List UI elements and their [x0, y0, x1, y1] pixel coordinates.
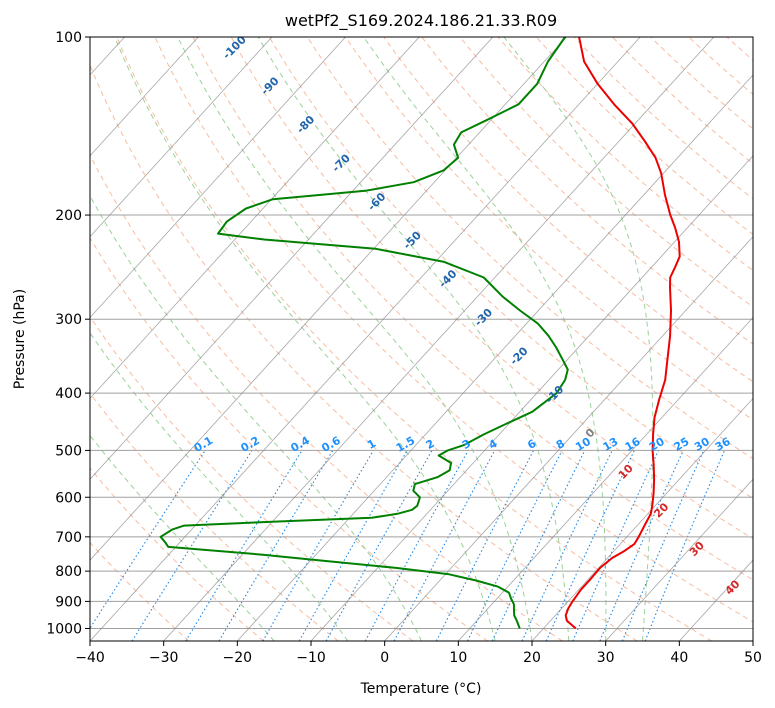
isotherm [90, 37, 346, 319]
mixing-ratio-line [185, 450, 303, 641]
y-tick-label: 500 [55, 443, 82, 459]
isotherm [90, 37, 199, 157]
isotherm [163, 37, 715, 641]
dry-adiabat [154, 37, 753, 623]
mixing-ratio-line [435, 450, 535, 641]
isotherm [531, 397, 753, 641]
y-tick-label: 700 [55, 530, 82, 546]
mixing-ratio-line [599, 450, 684, 641]
y-tick-label: 1000 [46, 621, 82, 637]
moist-adiabat [90, 434, 275, 641]
moist-adiabat [257, 37, 570, 641]
x-tick-label: 0 [380, 650, 389, 666]
dry-adiabat [192, 37, 753, 581]
plot-frame [89, 36, 754, 642]
dry-adiabat [268, 37, 753, 499]
isotherm [90, 37, 420, 400]
isotherm [90, 37, 567, 561]
x-tick-label: 10 [449, 650, 467, 666]
x-tick-label: −40 [75, 650, 105, 666]
isotherm [605, 478, 753, 641]
dry-adiabat [230, 37, 753, 540]
mixing-ratio-line [325, 450, 433, 641]
axis-ticks: −40 −30 −20 −10 0 10 20 30 40 50 100 200 300 400 500 60… [46, 30, 762, 666]
isotherm [310, 155, 753, 641]
moist-adiabat [503, 37, 654, 641]
grid-lines [90, 37, 753, 641]
isotherm [90, 37, 641, 641]
y-tick-label: 800 [55, 564, 82, 580]
x-tick-label: 40 [670, 650, 688, 666]
chart-title: wetPf2_S169.2024.186.21.33.R09 [285, 11, 557, 31]
dry-adiabat [459, 37, 753, 308]
y-tick-label: 400 [55, 386, 82, 402]
x-tick-label: 50 [744, 650, 762, 666]
isotherm [90, 37, 273, 238]
mixing-ratio-line [621, 450, 705, 641]
dry-adiabat [90, 467, 264, 641]
y-axis-title: Pressure (hPa) [12, 289, 28, 389]
isotherm [384, 236, 753, 641]
dewpoint-line [159, 37, 569, 629]
moist-adiabat [177, 37, 533, 641]
y-tick-label: 200 [55, 208, 82, 224]
mixing-ratio-line [364, 450, 469, 641]
moist-adiabat [114, 37, 496, 641]
y-tick-label: 900 [55, 594, 82, 610]
background-lines [90, 37, 753, 641]
y-tick-label: 300 [55, 312, 82, 328]
isotherm [90, 37, 494, 480]
dry-adiabat [345, 37, 753, 421]
y-tick-label: 100 [55, 30, 82, 46]
x-tick-label: −10 [296, 650, 326, 666]
mixing-ratio-line [467, 450, 563, 641]
dry-adiabat [421, 37, 753, 345]
x-tick-label: 30 [597, 650, 615, 666]
x-tick-label: −20 [223, 650, 253, 666]
y-tick-label: 600 [55, 490, 82, 506]
x-axis-title: Temperature (°C) [360, 681, 482, 697]
moist-adiabat [90, 194, 422, 641]
temperature-line [564, 37, 681, 630]
isotherm [458, 316, 753, 641]
mixing-ratio-line [90, 450, 206, 630]
dry-adiabat [90, 154, 563, 641]
dry-adiabat [306, 37, 753, 460]
isotherm [237, 74, 753, 641]
x-tick-label: −30 [149, 650, 179, 666]
x-tick-label: 20 [523, 650, 541, 666]
series-lines [159, 37, 681, 630]
moist-adiabat [363, 37, 607, 641]
